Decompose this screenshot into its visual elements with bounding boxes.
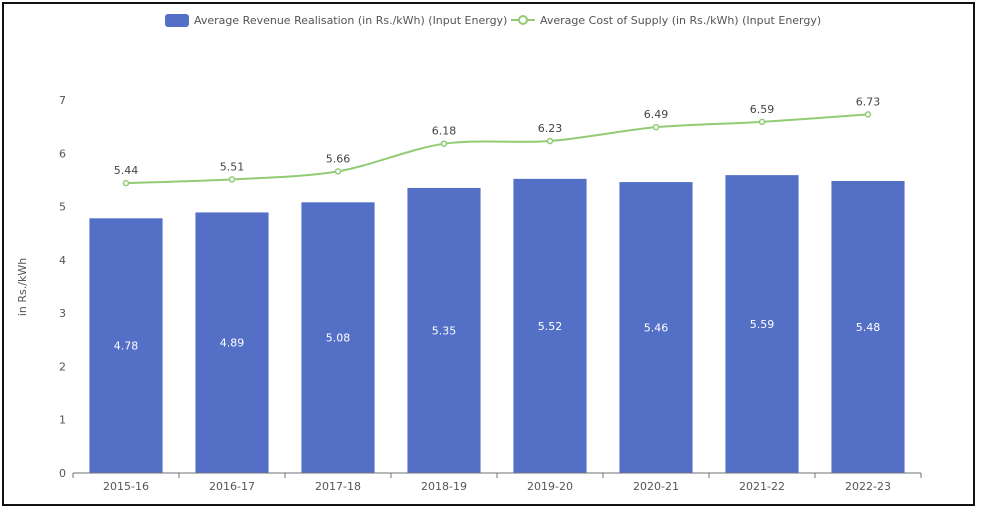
y-tick-label: 6 xyxy=(59,147,66,160)
y-tick-label: 3 xyxy=(59,307,66,320)
cost-line-point[interactable] xyxy=(652,123,660,131)
cost-line-label: 6.73 xyxy=(856,95,881,108)
cost-line-point[interactable] xyxy=(758,118,766,126)
cost-line-label: 6.49 xyxy=(644,108,669,121)
y-tick-label: 1 xyxy=(59,414,66,427)
y-axis-title: in Rs./kWh xyxy=(16,258,29,316)
x-tick-label: 2018-19 xyxy=(421,480,467,493)
legend-label-revenue: Average Revenue Realisation (in Rs./kWh)… xyxy=(194,14,507,27)
x-tick-label: 2021-22 xyxy=(739,480,785,493)
cost-line-label: 6.18 xyxy=(432,125,457,138)
y-tick-label: 2 xyxy=(59,360,66,373)
revenue-bar-label: 5.52 xyxy=(538,320,563,333)
cost-line-label: 6.59 xyxy=(750,103,775,116)
legend-label-cost: Average Cost of Supply (in Rs./kWh) (Inp… xyxy=(540,14,821,27)
revenue-bar-label: 5.59 xyxy=(750,318,775,331)
y-tick-label: 7 xyxy=(59,94,66,107)
chart-frame xyxy=(2,2,975,506)
bar-labels: 4.78 4.89 5.08 5.35 5.52 5.46 5.59 5.48 xyxy=(114,318,881,353)
y-tick-label: 4 xyxy=(59,254,66,267)
y-axis-ticks: 0 1 2 3 4 5 6 7 xyxy=(59,94,66,480)
revenue-bar[interactable] xyxy=(619,182,693,473)
x-tick-label: 2019-20 xyxy=(527,480,573,493)
cost-line-point[interactable] xyxy=(864,111,872,118)
cost-line-point[interactable] xyxy=(122,179,130,187)
cost-line-point[interactable] xyxy=(334,168,342,175)
revenue-bar-label: 5.35 xyxy=(432,324,457,337)
x-axis-ticks: 2015-16 2016-17 2017-18 2018-19 2019-20 2020-… xyxy=(72,473,922,493)
revenue-bar[interactable] xyxy=(195,212,269,473)
legend-bar-swatch xyxy=(165,14,189,27)
bar-series xyxy=(89,175,905,473)
x-tick-label: 2020-21 xyxy=(633,480,679,493)
legend-line-marker xyxy=(518,15,528,25)
revenue-bar-label: 5.08 xyxy=(326,332,351,345)
line-series: 5.44 5.51 5.66 6.18 6.23 6.49 6.59 6.73 xyxy=(114,95,881,187)
cost-line-path xyxy=(125,113,869,185)
revenue-bar-label: 4.89 xyxy=(220,337,245,350)
revenue-bar-label: 4.78 xyxy=(114,340,139,353)
cost-line-point[interactable] xyxy=(546,137,554,145)
revenue-bar[interactable] xyxy=(513,178,587,473)
cost-line-label: 5.44 xyxy=(114,164,139,177)
revenue-bar-label: 5.46 xyxy=(644,322,669,335)
y-tick-label: 0 xyxy=(59,467,66,480)
cost-line-label: 5.51 xyxy=(220,160,245,173)
cost-line-label: 6.23 xyxy=(538,122,563,135)
cost-line-point[interactable] xyxy=(440,140,448,147)
x-tick-label: 2015-16 xyxy=(103,480,149,493)
cost-line-label: 5.66 xyxy=(326,152,351,165)
revenue-bar[interactable] xyxy=(831,180,905,473)
legend[interactable]: Average Revenue Realisation (in Rs./kWh)… xyxy=(165,14,821,27)
x-tick-label: 2016-17 xyxy=(209,480,255,493)
revenue-bar[interactable] xyxy=(407,187,481,473)
legend-item-cost[interactable]: Average Cost of Supply (in Rs./kWh) (Inp… xyxy=(511,14,821,27)
revenue-bar[interactable] xyxy=(301,202,375,473)
revenue-bar[interactable] xyxy=(725,175,799,473)
revenue-bar[interactable] xyxy=(89,218,163,473)
revenue-bar-label: 5.48 xyxy=(856,321,881,334)
x-tick-label: 2017-18 xyxy=(315,480,361,493)
legend-item-revenue[interactable]: Average Revenue Realisation (in Rs./kWh)… xyxy=(165,14,507,27)
cost-line-point[interactable] xyxy=(228,176,236,183)
y-tick-label: 5 xyxy=(59,201,66,214)
x-tick-label: 2022-23 xyxy=(845,480,891,493)
